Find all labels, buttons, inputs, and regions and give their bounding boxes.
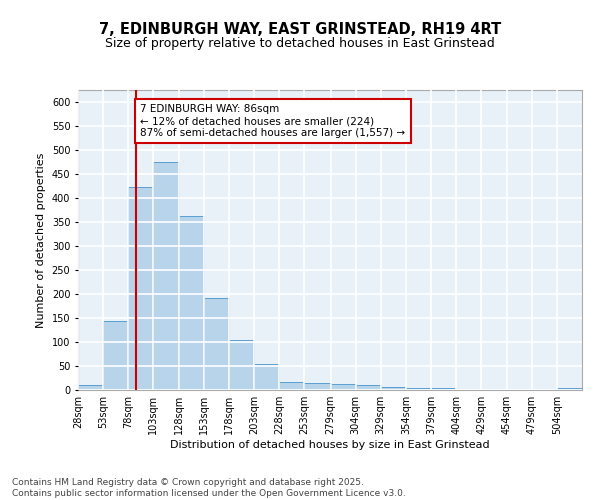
- Bar: [103, 321, 128, 390]
- Bar: [279, 382, 304, 390]
- Text: Contains HM Land Registry data © Crown copyright and database right 2025.
Contai: Contains HM Land Registry data © Crown c…: [12, 478, 406, 498]
- Bar: [154, 162, 179, 390]
- Bar: [381, 387, 406, 390]
- Bar: [204, 298, 229, 390]
- Text: 7 EDINBURGH WAY: 86sqm
← 12% of detached houses are smaller (224)
87% of semi-de: 7 EDINBURGH WAY: 86sqm ← 12% of detached…: [140, 104, 406, 138]
- Bar: [557, 388, 582, 390]
- Bar: [331, 384, 356, 390]
- Bar: [406, 388, 431, 390]
- Bar: [128, 188, 154, 390]
- Bar: [229, 340, 254, 390]
- Bar: [254, 364, 279, 390]
- Text: Size of property relative to detached houses in East Grinstead: Size of property relative to detached ho…: [105, 38, 495, 51]
- X-axis label: Distribution of detached houses by size in East Grinstead: Distribution of detached houses by size …: [170, 440, 490, 450]
- Text: 7, EDINBURGH WAY, EAST GRINSTEAD, RH19 4RT: 7, EDINBURGH WAY, EAST GRINSTEAD, RH19 4…: [99, 22, 501, 38]
- Bar: [78, 385, 103, 390]
- Bar: [179, 216, 204, 390]
- Bar: [431, 388, 456, 390]
- Y-axis label: Number of detached properties: Number of detached properties: [36, 152, 46, 328]
- Bar: [356, 385, 381, 390]
- Bar: [304, 383, 331, 390]
